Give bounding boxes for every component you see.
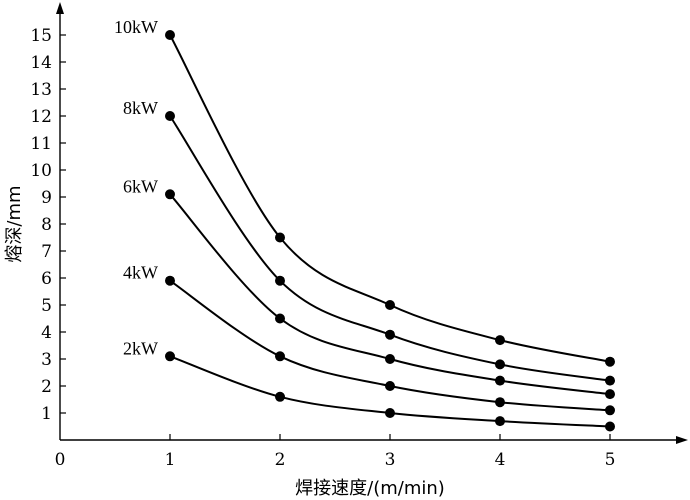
data-point <box>495 335 505 346</box>
points <box>165 30 615 432</box>
data-point <box>495 416 505 427</box>
x-tick-label: 1 <box>165 450 176 470</box>
y-tick-label: 9 <box>41 188 52 208</box>
y-tick-label: 3 <box>41 350 52 370</box>
y-tick-label: 4 <box>41 323 52 343</box>
data-point <box>165 275 175 286</box>
series-label-8kW: 8kW <box>123 98 158 118</box>
y-tick-label: 10 <box>30 161 52 181</box>
y-tick-label: 7 <box>41 242 52 262</box>
data-point <box>385 381 395 391</box>
y-tick-label: 8 <box>41 215 52 235</box>
x-tick-label: 2 <box>275 450 286 470</box>
data-point <box>605 421 615 432</box>
y-tick-label: 6 <box>41 269 52 289</box>
y-tick-label: 15 <box>30 26 52 46</box>
data-point <box>605 405 615 416</box>
data-point <box>495 359 505 370</box>
data-point <box>275 351 285 362</box>
data-point <box>165 111 175 121</box>
x-tick-label: 4 <box>495 450 506 470</box>
series-label-2kW: 2kW <box>123 338 158 358</box>
y-tick-label: 13 <box>30 80 52 100</box>
data-point <box>275 391 285 402</box>
y-tick-label: 11 <box>30 134 52 154</box>
data-point <box>385 329 395 340</box>
series-labels: 10kW 8kW 6kW 4kW 2kW <box>114 17 158 358</box>
series-line-8kW <box>169 115 611 382</box>
data-point <box>605 375 615 386</box>
data-point <box>165 30 175 40</box>
series-label-6kW: 6kW <box>123 176 158 196</box>
data-point <box>385 354 395 364</box>
data-point <box>495 375 505 386</box>
x-axis-arrow <box>676 436 688 444</box>
y-tick-label: 5 <box>41 296 52 316</box>
data-point <box>385 408 395 418</box>
origin-label: 0 <box>55 450 66 470</box>
series-label-10kW: 10kW <box>114 17 158 37</box>
data-point <box>275 275 285 286</box>
y-axis-title: 熔深/mm <box>4 185 25 262</box>
data-point <box>275 313 285 324</box>
series-line-10kW <box>169 34 611 363</box>
y-tick-label: 14 <box>30 53 52 73</box>
data-point <box>605 356 615 367</box>
y-tick-label: 1 <box>41 404 52 424</box>
x-axis-title: 焊接速度/(m/min) <box>295 478 445 499</box>
curves <box>169 34 611 428</box>
x-tick-label: 5 <box>605 450 616 470</box>
data-point <box>385 300 395 310</box>
y-tick-label: 2 <box>41 377 52 397</box>
data-point <box>495 397 505 408</box>
y-axis-arrow <box>56 2 64 14</box>
axes <box>56 2 688 444</box>
data-point <box>605 389 615 400</box>
series-label-4kW: 4kW <box>123 263 158 283</box>
data-point <box>165 351 175 362</box>
data-point <box>275 232 285 243</box>
y-tick-label: 12 <box>30 107 52 127</box>
x-tick-label: 3 <box>385 450 396 470</box>
data-point <box>165 189 175 200</box>
